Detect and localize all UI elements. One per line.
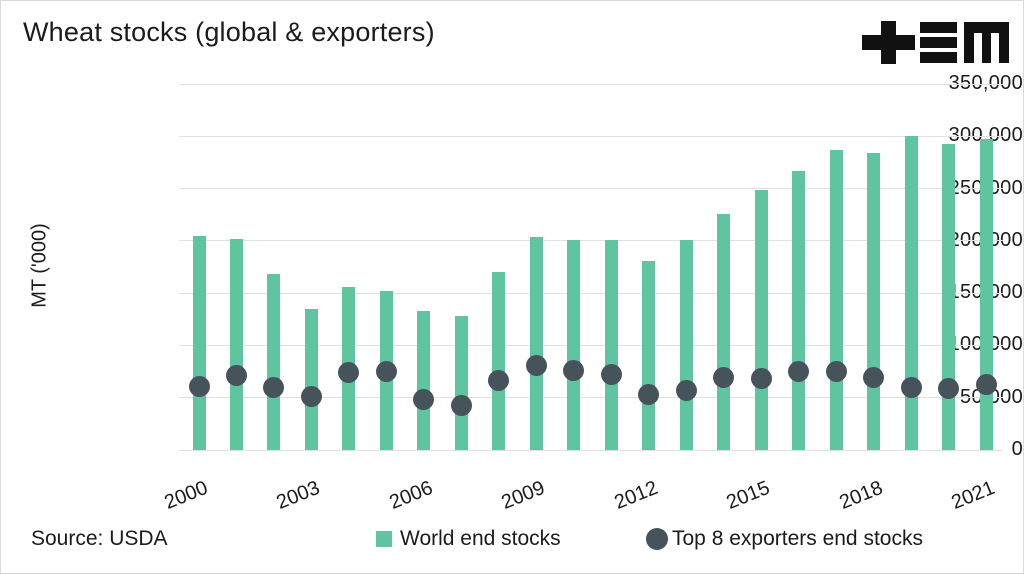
- dot: [488, 370, 510, 392]
- bar: [867, 153, 881, 450]
- bar: [604, 239, 618, 450]
- dot: [825, 361, 847, 383]
- bar: [267, 274, 281, 450]
- bar: [454, 316, 468, 450]
- gridline: [179, 292, 1003, 294]
- y-tick-label: 350,000: [948, 72, 1023, 94]
- legend-item-top8: Top 8 exporters end stocks: [646, 523, 923, 555]
- bar: [679, 239, 693, 450]
- legend-label-top8: Top 8 exporters end stocks: [672, 527, 923, 550]
- x-tick-label: 2015: [723, 476, 774, 514]
- gridline: [179, 397, 1003, 399]
- dot: [788, 361, 810, 383]
- bar: [642, 260, 656, 450]
- gridline: [179, 188, 1003, 190]
- bar: [792, 170, 806, 450]
- dot: [300, 386, 322, 408]
- x-tick-label: 2012: [611, 476, 661, 514]
- bar: [417, 310, 431, 450]
- bar: [229, 238, 243, 450]
- legend-label-world: World end stocks: [400, 527, 561, 550]
- dot: [450, 394, 472, 416]
- legend-item-world: World end stocks: [376, 523, 561, 555]
- bar: [904, 136, 918, 450]
- dot: [600, 364, 622, 386]
- gridline: [179, 135, 1003, 137]
- letter-m-icon: [964, 22, 1009, 63]
- x-tick-label: 2018: [835, 476, 886, 514]
- x-tick-label: 2021: [948, 476, 998, 514]
- bar: [717, 213, 731, 450]
- dot: [338, 362, 360, 384]
- x-tick-label: 2006: [386, 476, 436, 514]
- y-axis-title: MT ('000): [28, 223, 51, 308]
- x-tick-label: 2000: [161, 476, 211, 514]
- dot: [525, 354, 547, 376]
- dot: [675, 379, 697, 401]
- dot: [713, 367, 735, 389]
- x-tick-label: 2003: [273, 476, 324, 514]
- triple-bar-icon: [920, 22, 957, 63]
- bar: [979, 139, 993, 450]
- dot: [938, 377, 960, 399]
- gridline: [179, 344, 1003, 346]
- y-tick-label: 300,000: [948, 124, 1023, 147]
- dot: [413, 389, 435, 411]
- bar: [567, 239, 581, 450]
- dot: [188, 375, 210, 397]
- dot: [563, 360, 585, 382]
- bar: [942, 143, 956, 450]
- dot-swatch-icon: [646, 528, 668, 550]
- x-tick-label: 2009: [498, 476, 549, 514]
- brand-logo: [862, 21, 1009, 64]
- chart-title: Wheat stocks (global & exporters): [23, 17, 435, 47]
- source-label: Source: USDA: [31, 527, 168, 550]
- chart-footer: Source: USDA World end stocks Top 8 expo…: [1, 523, 1023, 555]
- plus-icon: [862, 21, 915, 64]
- dot: [975, 373, 997, 395]
- dot: [900, 376, 922, 398]
- gridline: [179, 240, 1003, 242]
- y-tick-label: 0: [1011, 438, 1023, 460]
- bar: [492, 272, 506, 450]
- gridline: [179, 83, 1003, 85]
- bar: [829, 149, 843, 450]
- bar: [529, 236, 543, 450]
- dot: [863, 367, 885, 389]
- plus-icon-horizontal: [862, 35, 915, 50]
- dot: [375, 361, 397, 383]
- plot-area: [179, 83, 1003, 451]
- bar: [754, 189, 768, 450]
- gridline: [179, 449, 1003, 451]
- dot: [638, 384, 660, 406]
- dot: [263, 376, 285, 398]
- dot: [225, 365, 247, 387]
- bar: [192, 235, 206, 450]
- bar: [304, 308, 318, 450]
- bar-swatch-icon: [376, 531, 392, 547]
- dot: [750, 368, 772, 390]
